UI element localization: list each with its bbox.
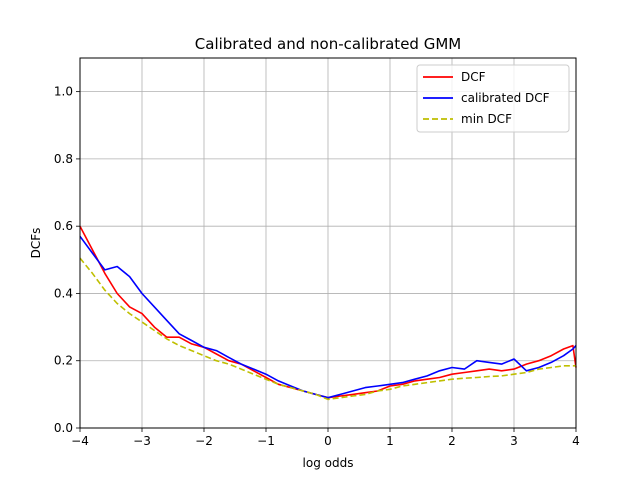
- x-tick-label: 1: [386, 434, 394, 448]
- series-line-calibrated-dcf: [79, 235, 577, 399]
- x-tick-label: 0: [324, 434, 332, 448]
- legend-label-min-dcf: min DCF: [461, 112, 512, 126]
- x-tick-label: 3: [510, 434, 518, 448]
- y-tick-label: 0.2: [54, 354, 73, 368]
- x-tick-label: −1: [257, 434, 275, 448]
- y-tick-label: 0.0: [54, 421, 73, 435]
- legend-label-dcf: DCF: [461, 70, 486, 84]
- series-layer: [79, 225, 577, 401]
- grid-lines: [79, 58, 577, 429]
- legend: DCF calibrated DCF min DCF: [416, 64, 570, 133]
- y-tick-label: 0.4: [54, 286, 73, 300]
- y-axis-ticks: 0.0 0.2 0.4 0.6 0.8 1.0: [54, 85, 80, 435]
- x-tick-label: −4: [71, 434, 89, 448]
- y-axis-label: DCFs: [29, 228, 43, 259]
- y-tick-label: 0.8: [54, 152, 73, 166]
- series-line-min-dcf: [79, 257, 576, 401]
- y-tick-label: 1.0: [54, 85, 73, 99]
- chart-title: Calibrated and non-calibrated GMM: [195, 35, 461, 53]
- x-tick-label: 4: [572, 434, 580, 448]
- x-tick-label: −3: [133, 434, 151, 448]
- x-tick-label: −2: [195, 434, 213, 448]
- y-tick-label: 0.6: [54, 219, 73, 233]
- x-axis-label: log odds: [303, 456, 354, 470]
- legend-box: [416, 64, 570, 133]
- legend-label-calibrated-dcf: calibrated DCF: [461, 91, 550, 105]
- x-tick-label: 2: [448, 434, 456, 448]
- x-axis-ticks: −4 −3 −2 −1 0 1 2 3 4: [71, 428, 580, 448]
